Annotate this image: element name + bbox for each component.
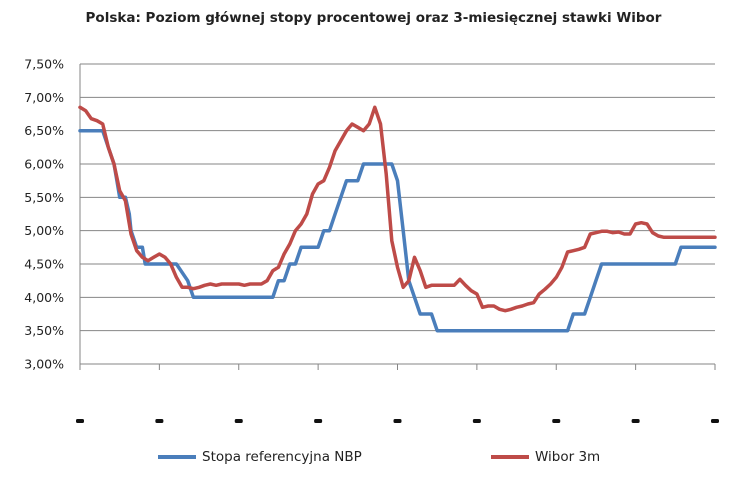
legend-item-nbp: Stopa referencyjna NBP [158,449,362,465]
legend-label-nbp: Stopa referencyjna NBP [202,449,362,465]
x-tick-label [155,419,164,423]
series-lines [78,105,717,333]
y-tick-label: 5,50% [24,190,64,205]
y-axis-tick-labels: 3,00% 3,50% 4,00% 4,50% 5,00% 5,50% 6,00% 6,50%… [24,57,64,372]
gridlines [80,63,715,365]
y-tick-label: 4,00% [24,290,64,305]
x-tick-label [711,419,719,423]
x-tick-label [472,419,481,423]
legend-swatch-wibor [491,455,529,459]
legend-item-wibor: Wibor 3m [491,449,600,465]
x-tick-label [314,419,323,423]
y-tick-label: 5,00% [24,223,64,238]
y-tick-label: 3,00% [24,357,64,372]
y-tick-label: 6,00% [24,157,64,172]
legend-label-wibor: Wibor 3m [535,449,601,465]
y-tick-label: 4,50% [24,257,64,272]
y-tick-label: 3,50% [24,323,64,338]
y-tick-label: 6,50% [24,123,64,138]
x-tick-label [234,419,243,423]
y-tick-label: 7,00% [24,90,64,105]
x-tick-label [76,419,84,423]
x-tick-label [631,419,640,423]
y-tick-label: 7,50% [24,57,64,72]
series-line-wibor [78,105,717,313]
x-tick-label [552,419,561,423]
legend-swatch-nbp [158,455,196,459]
x-axis [76,64,719,423]
series-line-nbp [78,128,717,333]
x-tick-label [393,419,402,423]
chart-title: Polska: Poziom głównej stopy procentowej… [85,10,662,26]
